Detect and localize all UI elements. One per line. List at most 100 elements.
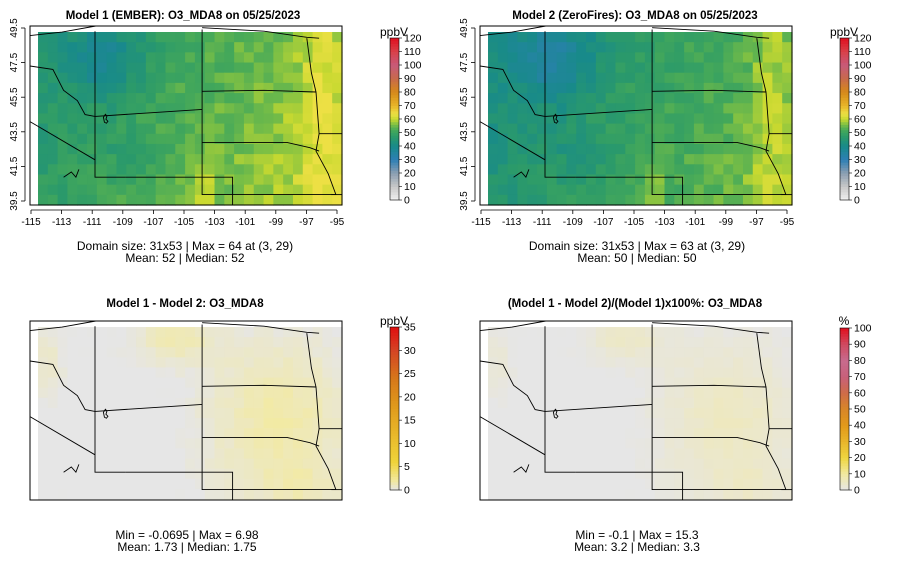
heatmap-cell — [644, 438, 656, 450]
heatmap-cell — [145, 103, 157, 115]
colorbar-label: 10 — [404, 181, 416, 193]
heatmap-cell — [253, 123, 265, 135]
heatmap-cell — [136, 327, 147, 338]
heatmap-cell — [723, 184, 734, 196]
heatmap-cell — [155, 337, 167, 348]
colorbar-swatch — [390, 73, 399, 77]
colorbar-swatch — [840, 373, 849, 378]
heatmap-cell — [488, 367, 499, 379]
heatmap-cell — [194, 32, 206, 43]
heatmap-cell — [136, 418, 147, 429]
state-border-line — [29, 121, 96, 161]
heatmap-cell — [283, 397, 294, 409]
heatmap-cell — [556, 357, 568, 369]
heatmap-cell — [625, 357, 636, 369]
colorbar-swatch — [840, 449, 849, 453]
heatmap-cell — [47, 32, 59, 43]
heatmap-cell — [752, 62, 764, 74]
heatmap-cell — [586, 62, 597, 74]
heatmap-cell — [136, 448, 147, 460]
heatmap-cell — [263, 418, 274, 429]
colorbar-swatch — [390, 419, 399, 423]
heatmap-cell — [106, 113, 118, 125]
heatmap-cell — [234, 174, 245, 186]
heatmap-cell — [546, 62, 558, 74]
heatmap-cell — [38, 377, 49, 389]
heatmap-cell — [57, 418, 69, 429]
heatmap-cell — [537, 327, 548, 338]
heatmap-cell — [106, 143, 118, 155]
heatmap-cell — [322, 154, 333, 165]
heatmap-cell — [488, 377, 499, 389]
heatmap-cell — [762, 327, 773, 338]
heatmap-cell — [67, 347, 78, 358]
heatmap-cell — [243, 143, 255, 155]
heatmap-cell — [703, 32, 715, 43]
heatmap-cell — [116, 174, 127, 186]
stats-line: Min = -0.0695 | Max = 6.98 — [115, 528, 259, 542]
heatmap-cell — [654, 468, 666, 480]
heatmap-cell — [723, 42, 734, 53]
heatmap-cell — [273, 154, 284, 165]
heatmap-cell — [155, 103, 167, 115]
heatmap-cell — [752, 52, 764, 64]
heatmap-cell — [556, 184, 568, 196]
heatmap-cell — [332, 113, 343, 125]
heatmap-cell — [224, 194, 235, 206]
y-tick-label: 45.5 — [459, 87, 470, 107]
heatmap-cell — [772, 164, 783, 176]
heatmap-cell — [283, 184, 294, 196]
heatmap-cell — [772, 327, 783, 338]
y-tick-label: 39.5 — [459, 191, 470, 211]
heatmap-cell — [292, 133, 304, 145]
panel-4: (Model 1 - Model 2)/(Model 1)x100%: O3_M… — [479, 298, 872, 554]
heatmap-cell — [762, 397, 773, 409]
heatmap-cell — [507, 407, 519, 419]
heatmap-cell — [742, 62, 754, 74]
y-tick-label: 43.5 — [9, 122, 20, 142]
heatmap-cell — [322, 407, 333, 419]
heatmap-cell — [507, 387, 519, 399]
colorbar-swatch — [390, 384, 399, 388]
heatmap-cell — [273, 407, 284, 419]
colorbar-swatch — [840, 481, 849, 486]
heatmap-cell — [273, 448, 284, 460]
heatmap-cell — [615, 407, 626, 419]
heatmap-cell — [136, 123, 147, 135]
heatmap-cell — [155, 387, 167, 399]
heatmap-cell — [292, 397, 304, 409]
heatmap-cell — [537, 52, 548, 64]
heatmap-cell — [537, 438, 548, 450]
heatmap-cell — [654, 82, 666, 94]
heatmap-cell — [782, 357, 793, 369]
heatmap-cell — [664, 93, 675, 104]
heatmap-cell — [586, 418, 597, 429]
heatmap-cell — [204, 488, 216, 500]
heatmap-cell — [185, 448, 196, 460]
heatmap-cell — [556, 377, 568, 389]
heatmap-cell — [204, 377, 216, 389]
colorbar-swatch — [390, 389, 399, 393]
heatmap-cell — [57, 478, 69, 490]
heatmap-cell — [185, 62, 196, 74]
state-border-line — [202, 89, 317, 93]
heatmap-cell — [723, 113, 734, 125]
heatmap-cell — [644, 133, 656, 145]
heatmap-cell — [322, 387, 333, 399]
heatmap-cell — [693, 194, 705, 206]
heatmap-cell — [586, 468, 597, 480]
heatmap-cell — [605, 174, 617, 186]
heatmap-cell — [586, 82, 597, 94]
colorbar-swatch — [840, 89, 849, 93]
heatmap-cell — [47, 164, 59, 176]
heatmap-cell — [556, 72, 568, 84]
heatmap-cell — [635, 62, 646, 74]
heatmap-cell — [693, 82, 705, 94]
colorbar-swatch — [840, 154, 849, 158]
heatmap-cell — [126, 367, 137, 379]
heatmap-cell — [243, 347, 255, 358]
heatmap-cell — [674, 82, 685, 94]
heatmap-cell — [165, 377, 176, 389]
colorbar-label: 70 — [854, 100, 866, 112]
heatmap-cell — [312, 154, 323, 165]
